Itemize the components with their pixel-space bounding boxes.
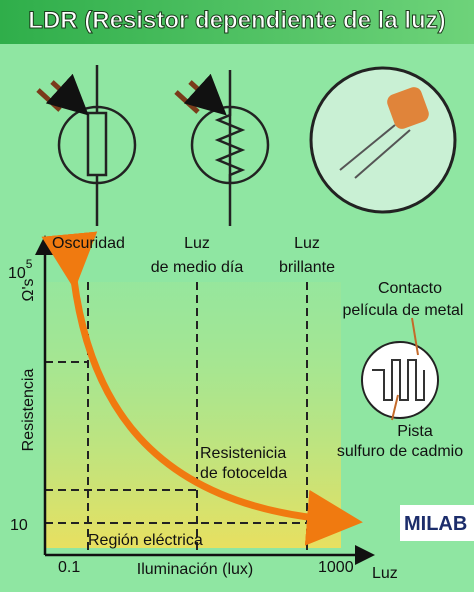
curve-label: Resistenicia: [200, 445, 286, 462]
y-axis-label: Resistencia: [20, 369, 37, 452]
track-label: sulfuro de cadmio: [337, 443, 463, 460]
y-axis-unit: Ω's: [20, 278, 37, 301]
title-bar: [0, 0, 474, 44]
contact-label: película de metal: [343, 302, 464, 319]
region-shade: [45, 282, 341, 548]
ldr-photo: [309, 66, 457, 214]
curve-label: de fotocelda: [200, 465, 287, 482]
cell-detail: [361, 317, 439, 421]
ldr-symbol-2: [174, 70, 270, 226]
zone-label: Luz: [294, 235, 320, 252]
x-axis-label: Iluminación (lux): [137, 561, 253, 578]
zone-label: Luz: [184, 235, 210, 252]
region-label: Región eléctrica: [88, 532, 203, 549]
zone-label: brillante: [279, 259, 335, 276]
y-top-label: 105: [8, 257, 33, 282]
zone-label: de medio día: [151, 259, 244, 276]
x-right-label: 1000: [318, 559, 354, 576]
x-left-label: 0.1: [58, 559, 80, 576]
x-axis-end: Luz: [372, 565, 398, 582]
zone-label: Oscuridad: [52, 235, 125, 252]
title: LDR (Resistor dependiente de la luz): [28, 7, 445, 34]
y-bottom-label: 10: [10, 517, 28, 534]
resistance-curve: [41, 231, 363, 546]
brand: MILAB: [404, 513, 467, 535]
brand-box: [400, 505, 474, 541]
track-label: Pista: [397, 423, 433, 440]
ldr-symbol: [36, 65, 137, 226]
contact-label: Contacto: [378, 280, 442, 297]
